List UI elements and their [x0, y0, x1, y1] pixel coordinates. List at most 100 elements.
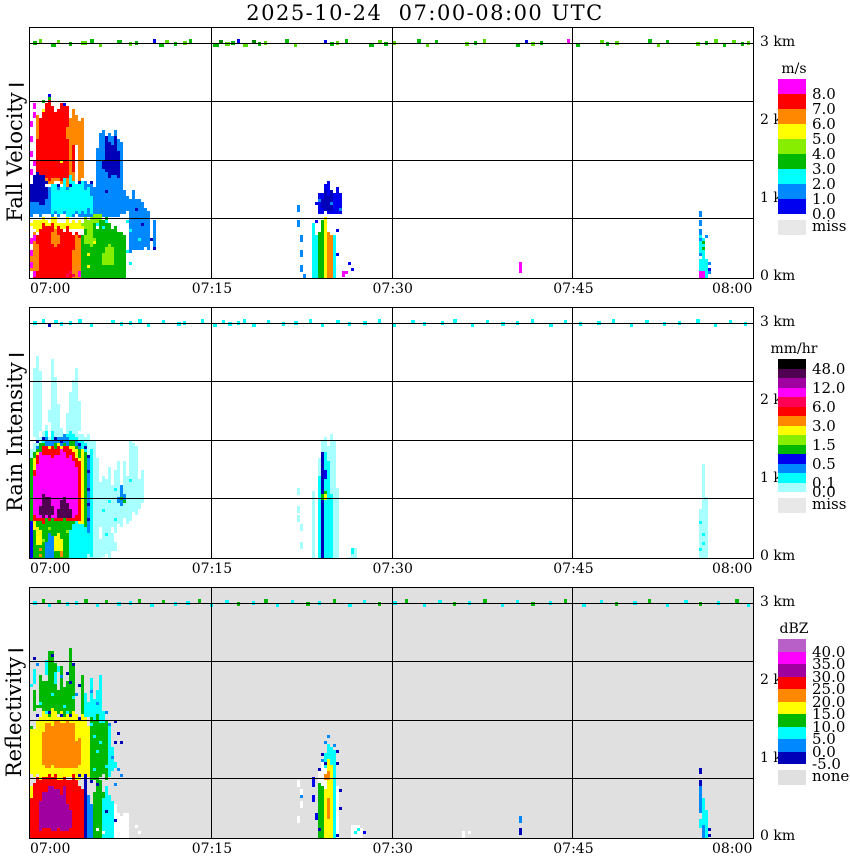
- panel-label-text: Rain Intensity: [2, 362, 27, 512]
- x-axis-label: 08:00: [712, 561, 753, 577]
- legend-value-label: 7.0: [812, 100, 836, 118]
- legend-band: [778, 109, 806, 124]
- legend-band: [778, 406, 806, 416]
- legend-band: [778, 444, 806, 454]
- fall-velocity-axis-label: Fall Velocity: [1, 27, 28, 279]
- y-axis-label: 3 km: [760, 314, 796, 330]
- y-axis-label: 3 km: [760, 34, 796, 50]
- legend-missing-swatch: [778, 770, 806, 785]
- reflectivity-axis-label: Reflectivity: [1, 587, 28, 839]
- legend-value-label: 6.0: [812, 397, 836, 416]
- legend-value-label: 3.0: [812, 416, 836, 435]
- legend-band: [778, 435, 806, 445]
- y-axis-label: 0 km: [760, 828, 796, 844]
- legend-value-label: 6.0: [812, 115, 836, 133]
- legend-band: [778, 726, 806, 739]
- x-axis-label: 08:00: [712, 281, 753, 297]
- x-axis-label: 07:00: [30, 281, 71, 297]
- legend-band: [778, 689, 806, 702]
- rain-intensity-heatmap: [30, 308, 753, 558]
- legend-band: [778, 651, 806, 664]
- y-axis-label: 0 km: [760, 268, 796, 284]
- x-axis-label: 07:15: [191, 561, 233, 577]
- y-axis-label: 3 km: [760, 594, 796, 610]
- legend-value-label: 48.0: [812, 359, 846, 378]
- legend-band: [778, 473, 806, 483]
- legend-value-label: 0.0: [812, 205, 836, 223]
- legend-missing-label: miss: [812, 495, 847, 513]
- legend-missing-swatch: [778, 220, 806, 235]
- x-axis-label: 07:30: [372, 841, 413, 857]
- rain-intensity-panel: [29, 307, 754, 559]
- rain-intensity-axis-label: Rain Intensity: [1, 307, 28, 559]
- legend-missing-label: miss: [812, 217, 847, 235]
- legend-unit: mm/hr: [770, 341, 818, 357]
- legend-missing-label: none: [812, 767, 850, 785]
- legend-band: [778, 139, 806, 154]
- x-axis-label: 07:30: [372, 561, 413, 577]
- legend-band: [778, 154, 806, 169]
- legend-band: [778, 751, 806, 764]
- legend-band: [778, 184, 806, 199]
- legend-band: [778, 94, 806, 109]
- legend-value-label: 1.0: [812, 190, 836, 208]
- legend-value-label: 0.0: [812, 483, 836, 501]
- legend-band: [778, 454, 806, 464]
- x-axis-label: 07:30: [372, 281, 413, 297]
- panel-label-text: Fall Velocity: [2, 92, 27, 222]
- legend-value-label: 30.0: [812, 667, 846, 686]
- legend-value-label: 25.0: [812, 680, 846, 698]
- x-axis-label: 07:45: [553, 281, 594, 297]
- legend-band: [778, 463, 806, 473]
- legend-value-label: 12.0: [812, 378, 846, 397]
- legend-band: [778, 416, 806, 426]
- y-axis-label: 0 km: [760, 548, 796, 564]
- legend-unit: dBZ: [779, 621, 809, 637]
- legend-value-label: 0.1: [812, 473, 836, 492]
- legend-band: [778, 701, 806, 714]
- x-axis-label: 07:15: [191, 281, 233, 297]
- panel-label-text: Reflectivity: [2, 656, 27, 778]
- legend-value-label: 20.0: [812, 692, 846, 711]
- x-axis-label: 07:45: [553, 841, 594, 857]
- legend-band: [778, 378, 806, 388]
- legend-value-label: 10.0: [812, 717, 846, 736]
- legend-band: [778, 79, 806, 94]
- legend-value-label: 0.5: [812, 454, 836, 473]
- legend-value-label: 5.0: [812, 730, 836, 748]
- legend-band: [778, 359, 806, 369]
- legend-value-label: -5.0: [812, 755, 841, 773]
- x-axis-label: 07:00: [30, 841, 71, 857]
- legend-value-label: 35.0: [812, 655, 846, 673]
- legend-band: [778, 714, 806, 727]
- legend-band: [778, 664, 806, 677]
- x-axis-label: 07:15: [191, 841, 233, 857]
- legend-value-label: 0.0: [812, 742, 836, 761]
- legend-value-label: 1.5: [812, 435, 836, 454]
- legend-band: [778, 199, 806, 214]
- fall-velocity-panel: [29, 27, 754, 279]
- legend-value-label: 40.0: [812, 642, 846, 661]
- legend-band: [778, 124, 806, 139]
- axis-tick: [8, 648, 24, 651]
- legend-band: [778, 425, 806, 435]
- legend-band: [778, 739, 806, 752]
- x-axis-label: 08:00: [712, 841, 753, 857]
- x-axis-label: 07:45: [553, 561, 594, 577]
- legend-value-label: 4.0: [812, 145, 836, 163]
- legend-value-label: 2.0: [812, 175, 836, 193]
- legend-band: [778, 639, 806, 652]
- legend-value-label: 15.0: [812, 705, 846, 723]
- legend-value-label: 3.0: [812, 160, 836, 178]
- page-title: 2025-10-24 07:00-08:00 UTC: [246, 1, 604, 25]
- axis-tick: [8, 84, 24, 87]
- legend-unit: m/s: [781, 61, 807, 77]
- legend-band: [778, 387, 806, 397]
- reflectivity-heatmap: [30, 588, 753, 838]
- x-axis-label: 07:00: [30, 561, 71, 577]
- legend-missing-swatch: [778, 498, 806, 513]
- axis-tick: [8, 354, 24, 357]
- fall-velocity-heatmap: [30, 28, 753, 278]
- reflectivity-panel: [29, 587, 754, 839]
